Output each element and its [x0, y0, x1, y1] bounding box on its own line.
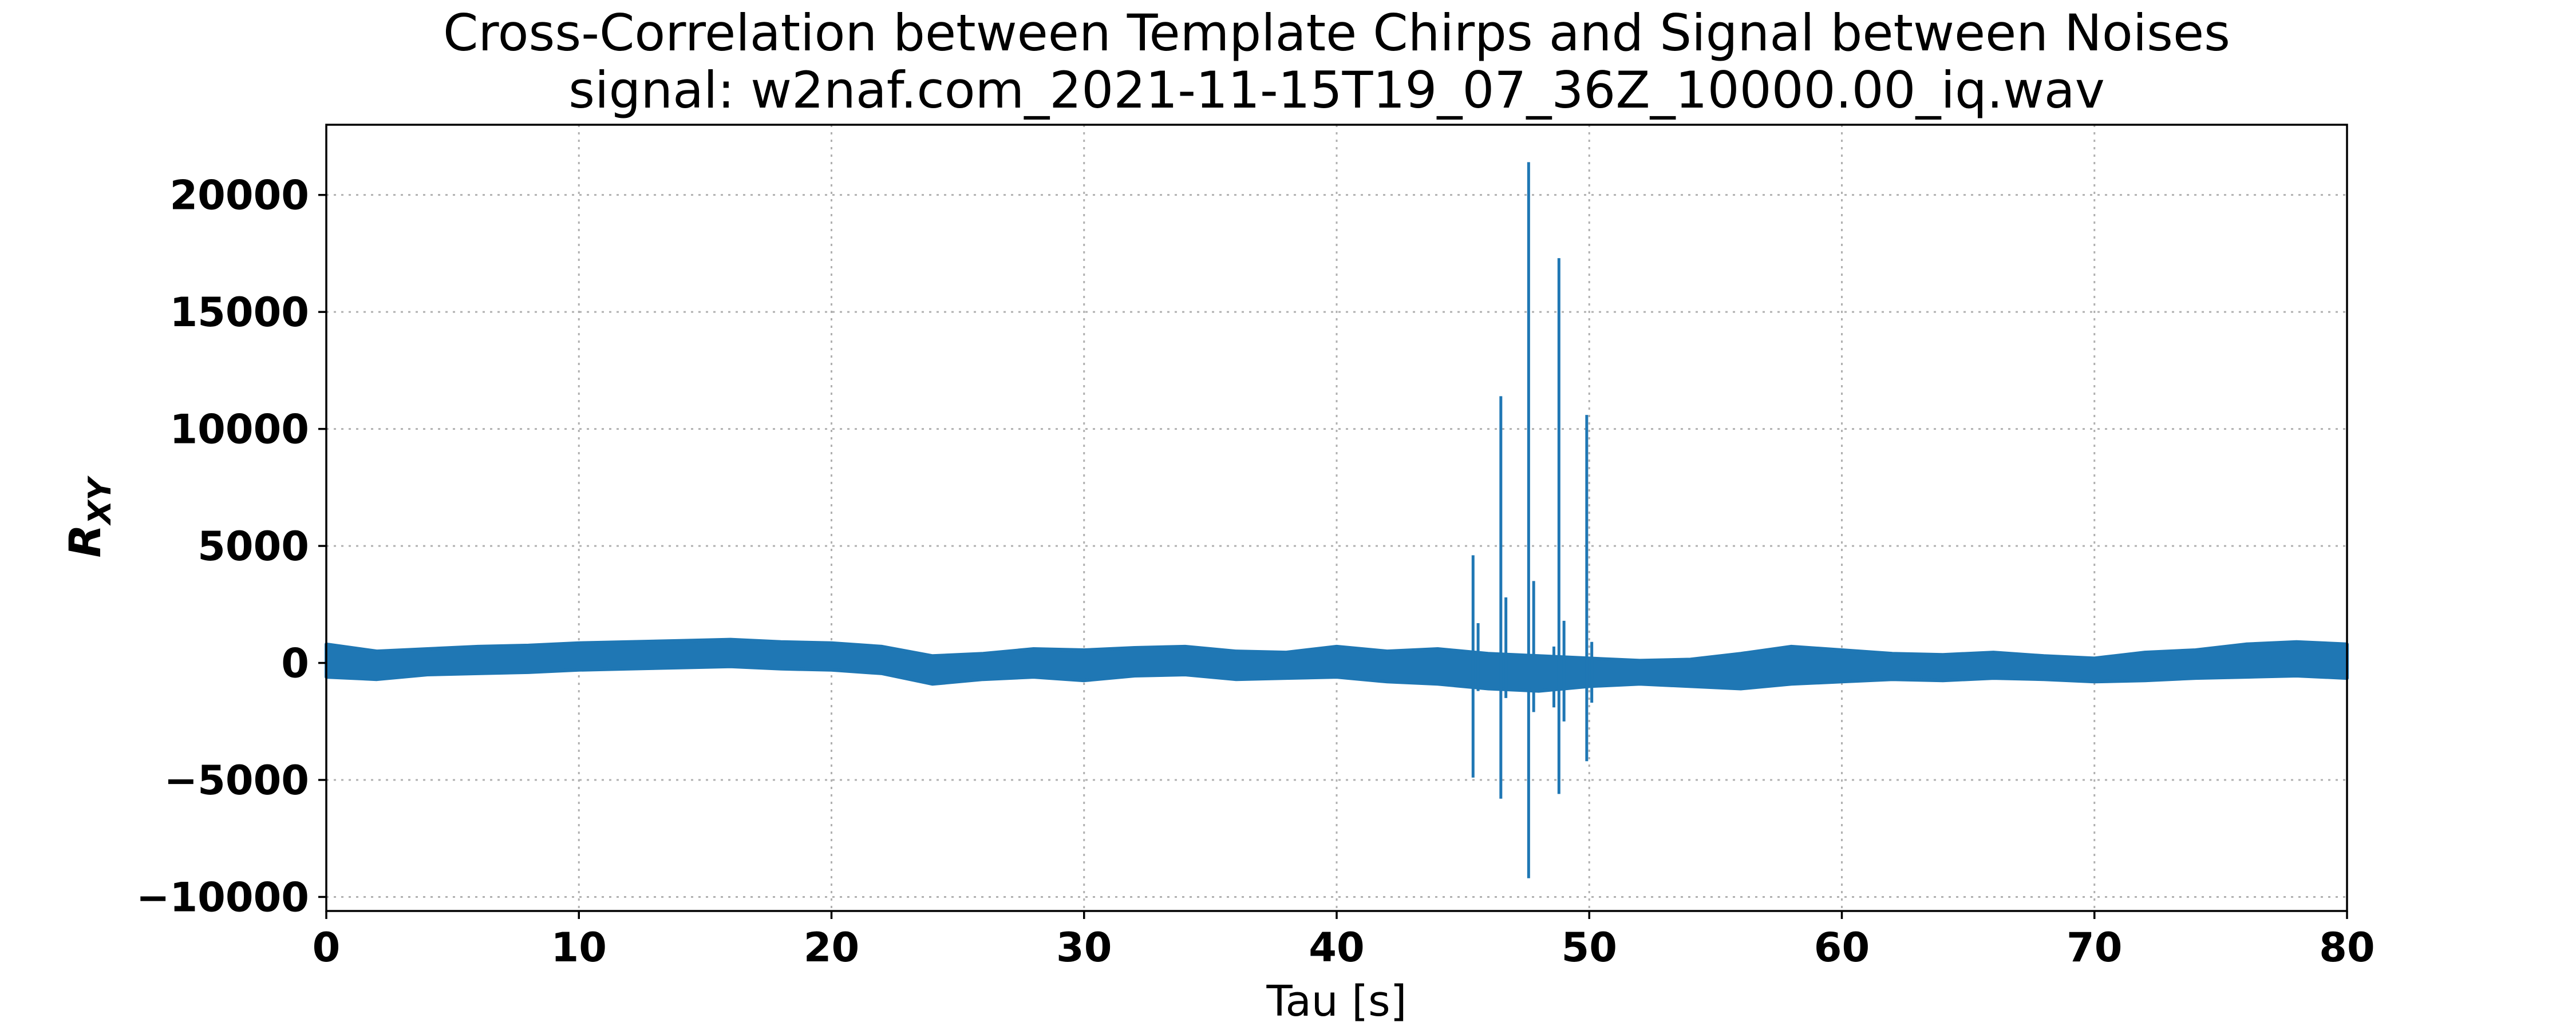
- y-axis-label-subscript: XY: [82, 475, 118, 526]
- y-axis-label-main: R: [60, 524, 110, 558]
- chart-title: Cross-Correlation between Template Chirp…: [443, 3, 2230, 62]
- y-axis-label: RXY: [60, 475, 118, 557]
- x-tick-label: 50: [1562, 924, 1617, 971]
- x-tick-label: 10: [551, 924, 607, 971]
- y-tick-label: 5000: [197, 523, 309, 570]
- x-tick-label: 20: [804, 924, 859, 971]
- chart-subtitle: signal: w2naf.com_2021-11-15T19_07_36Z_1…: [568, 61, 2105, 120]
- y-tick-label: 15000: [169, 289, 309, 336]
- y-tick-label: −10000: [136, 874, 309, 921]
- y-tick-label: −5000: [164, 757, 309, 804]
- data-series: [325, 162, 2349, 878]
- x-tick-label: 80: [2319, 924, 2374, 971]
- x-tick-label: 70: [2067, 924, 2122, 971]
- x-tick-label: 40: [1309, 924, 1364, 971]
- y-tick-label: 10000: [169, 406, 309, 453]
- x-tick-label: 60: [1814, 924, 1870, 971]
- y-tick-label: 20000: [169, 172, 309, 219]
- x-tick-label: 30: [1056, 924, 1112, 971]
- y-tick-label: 0: [281, 640, 309, 687]
- x-tick-label: 0: [313, 924, 341, 971]
- x-axis-label: Tau [s]: [1266, 977, 1406, 1026]
- axis-ticks: 0 10 20 30 40 50 60 70 80 −10000 −5000 0 5000 10000 15…: [136, 172, 2375, 971]
